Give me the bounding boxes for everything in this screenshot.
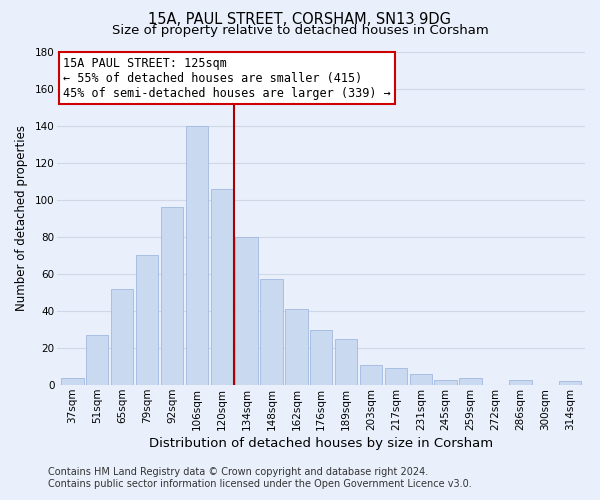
Bar bbox=[211, 188, 233, 385]
Text: 15A, PAUL STREET, CORSHAM, SN13 9DG: 15A, PAUL STREET, CORSHAM, SN13 9DG bbox=[149, 12, 452, 28]
Bar bbox=[310, 330, 332, 385]
Bar bbox=[410, 374, 432, 385]
Bar bbox=[285, 309, 308, 385]
Text: Contains HM Land Registry data © Crown copyright and database right 2024.
Contai: Contains HM Land Registry data © Crown c… bbox=[48, 468, 472, 489]
Bar bbox=[185, 126, 208, 385]
Bar bbox=[260, 280, 283, 385]
Bar bbox=[86, 335, 109, 385]
Bar bbox=[385, 368, 407, 385]
X-axis label: Distribution of detached houses by size in Corsham: Distribution of detached houses by size … bbox=[149, 437, 493, 450]
Text: Size of property relative to detached houses in Corsham: Size of property relative to detached ho… bbox=[112, 24, 488, 37]
Bar bbox=[235, 237, 258, 385]
Y-axis label: Number of detached properties: Number of detached properties bbox=[15, 126, 28, 312]
Bar bbox=[61, 378, 83, 385]
Bar bbox=[509, 380, 532, 385]
Bar bbox=[111, 289, 133, 385]
Bar bbox=[559, 382, 581, 385]
Bar bbox=[335, 339, 358, 385]
Text: 15A PAUL STREET: 125sqm
← 55% of detached houses are smaller (415)
45% of semi-d: 15A PAUL STREET: 125sqm ← 55% of detache… bbox=[63, 56, 391, 100]
Bar bbox=[434, 380, 457, 385]
Bar bbox=[460, 378, 482, 385]
Bar bbox=[136, 256, 158, 385]
Bar bbox=[161, 207, 183, 385]
Bar bbox=[360, 365, 382, 385]
